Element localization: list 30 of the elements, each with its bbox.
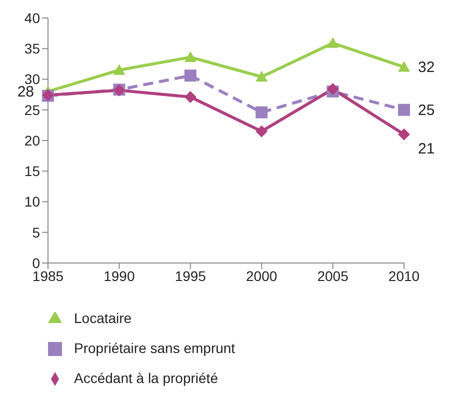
x-tick-label: 2000: [246, 268, 278, 284]
x-tick-label: 2010: [388, 268, 420, 284]
point: [256, 70, 268, 82]
x-tick-label: 1990: [104, 268, 135, 284]
point: [184, 91, 196, 104]
y-tick-label: 25: [24, 102, 40, 118]
y-tick-label: 35: [24, 40, 40, 57]
legend-label: Locataire: [74, 310, 132, 326]
x-tick-label: 1995: [174, 268, 206, 284]
data-label: 21: [418, 140, 435, 158]
point: [184, 70, 196, 82]
data-label: 25: [418, 102, 435, 119]
legend-label: Accédant à la propriété: [74, 370, 218, 386]
legend-label: Propriétaire sans emprunt: [74, 340, 236, 356]
point: [326, 37, 339, 48]
y-tick-label: 40: [24, 10, 40, 26]
point: [398, 61, 410, 72]
point: [113, 64, 126, 75]
x-tick-label: 2005: [317, 268, 349, 284]
y-tick-label: 15: [24, 163, 40, 180]
point: [326, 83, 339, 96]
y-tick-label: 5: [32, 224, 40, 240]
point: [184, 51, 196, 62]
y-tick-label: 10: [24, 194, 40, 210]
point: [398, 104, 410, 116]
data-label: 32: [418, 59, 435, 76]
point: [398, 128, 410, 140]
point: [256, 106, 268, 118]
point: [256, 125, 268, 138]
y-tick-label: 20: [24, 132, 40, 148]
